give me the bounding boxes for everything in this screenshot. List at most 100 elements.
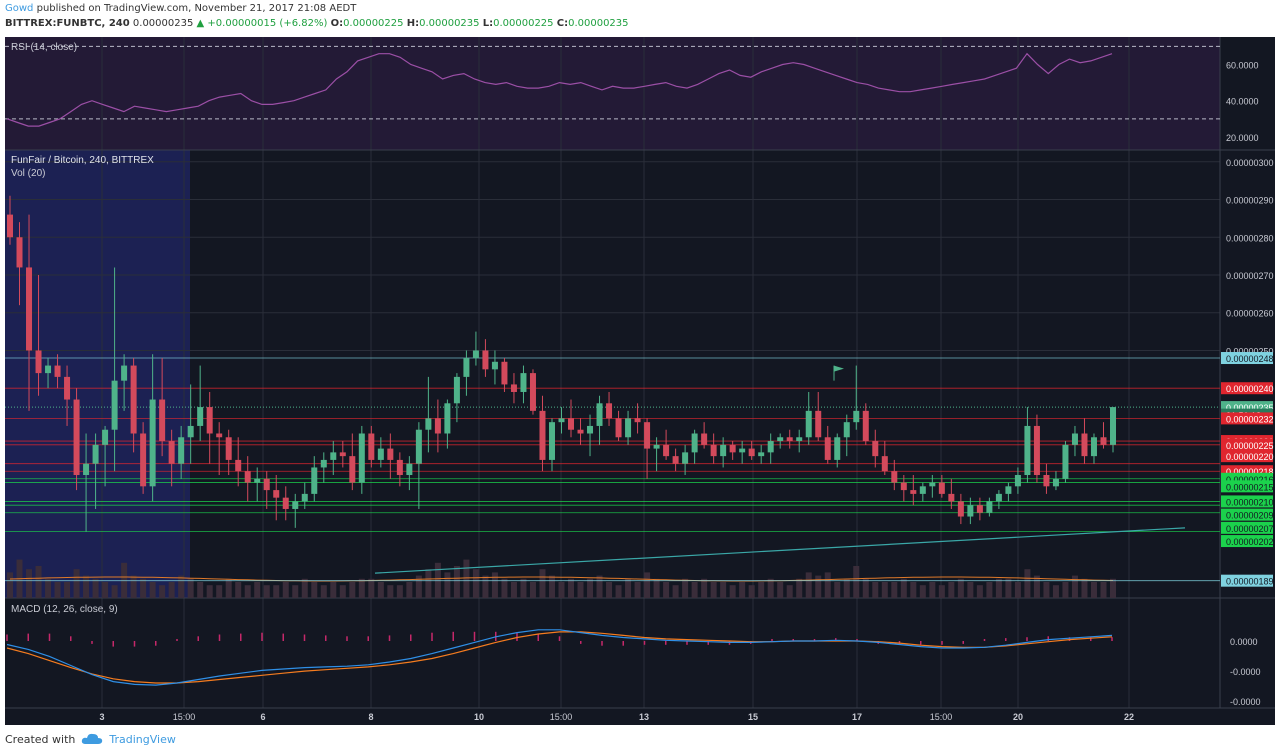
rsi-label: RSI (14, close) <box>11 42 77 53</box>
volume-bar <box>967 582 974 598</box>
volume-bar <box>197 582 204 598</box>
volume-bar <box>919 585 926 598</box>
candle-body <box>35 350 42 374</box>
price-tick-label: 0.00000260 <box>1226 309 1274 319</box>
volume-bar <box>491 572 498 598</box>
candle-body <box>872 441 879 457</box>
created-with-text: Created with <box>5 732 76 746</box>
candle-body <box>805 410 812 438</box>
volume-bar <box>805 572 812 598</box>
price-tag-label: 0.00000216 <box>1226 475 1274 485</box>
price-tag-bg <box>1221 574 1273 587</box>
volume-bar <box>691 582 698 598</box>
candle-body <box>834 437 841 460</box>
candle-body <box>862 410 869 442</box>
candle-body <box>777 437 784 442</box>
macd-line <box>6 629 1113 686</box>
candle-body <box>16 237 23 268</box>
volume-bar <box>311 582 318 598</box>
macd-tick-label: -0.0000 <box>1230 667 1261 677</box>
volume-bar <box>891 582 898 598</box>
chart-area[interactable]: RSI (14, close) 60.0000 40.0000 20.0000 FunF… <box>5 37 1275 725</box>
candle-body <box>415 429 422 464</box>
price-tick-label: 0.00000280 <box>1226 233 1274 243</box>
candle-body <box>529 373 536 411</box>
price-tag-label: 0.00000235 <box>1226 403 1274 413</box>
candle-body <box>140 433 147 487</box>
candle-body <box>1024 425 1031 476</box>
candle-body <box>900 482 907 491</box>
volume-bar <box>520 578 527 598</box>
volume-bar <box>957 578 964 598</box>
volume-bar <box>539 569 546 598</box>
time-tick-label: 6 <box>260 712 265 722</box>
candle-body <box>149 399 156 487</box>
candle-body <box>64 376 71 400</box>
volume-bar <box>815 575 822 598</box>
candle-body <box>349 456 356 483</box>
volume-bar <box>187 578 194 598</box>
volume-bar <box>1014 582 1021 598</box>
volume-bar <box>330 582 337 598</box>
volume-bar <box>396 585 403 598</box>
author-link[interactable]: Gowd <box>5 3 34 14</box>
volume-bar <box>558 582 565 598</box>
candle-body <box>796 437 803 442</box>
candle-body <box>92 444 99 464</box>
time-tick-label: 22 <box>1124 712 1134 722</box>
candle-body <box>577 429 584 434</box>
volume-bar <box>577 582 584 598</box>
volume-bar <box>510 582 517 598</box>
price-tag-bg <box>1221 382 1273 395</box>
candle-body <box>843 422 850 438</box>
candle-body <box>130 365 137 434</box>
price-tag-bg <box>1221 480 1273 493</box>
volume-bar <box>64 582 71 598</box>
candle-body <box>26 267 33 351</box>
footer: Created with TradingView <box>5 729 176 749</box>
candle-body <box>710 444 717 457</box>
volume-bar <box>73 569 80 598</box>
volume-bar <box>568 578 575 598</box>
candle-body <box>225 437 232 460</box>
volume-bar <box>301 578 308 598</box>
volume-bar <box>358 578 365 598</box>
candle-body <box>1110 407 1116 445</box>
volume-bar <box>453 566 460 598</box>
price-tag-label: 0.00000248 <box>1226 354 1274 364</box>
volume-bar <box>263 585 270 598</box>
candle-body <box>539 410 546 460</box>
price-tag-label: 0.00000207 <box>1226 524 1274 534</box>
volume-bar <box>1024 569 1031 598</box>
volume-bar <box>644 572 651 598</box>
candle-body <box>159 399 166 442</box>
time-tick-label: 13 <box>639 712 649 722</box>
candle-body <box>957 501 964 517</box>
volume-bar <box>843 578 850 598</box>
candle-body <box>73 399 80 476</box>
tradingview-link[interactable]: TradingView <box>109 732 176 746</box>
candle-body <box>292 501 299 509</box>
candle-body <box>1100 437 1107 445</box>
volume-bar <box>415 575 422 598</box>
candle-body <box>301 493 308 502</box>
volume-bar <box>1052 585 1059 598</box>
session-highlight <box>5 150 190 598</box>
price-tick-label: 0.00000290 <box>1226 196 1274 206</box>
macd-label: MACD (12, 26, close, 9) <box>11 604 118 615</box>
candle-body <box>121 365 128 381</box>
candle-body <box>377 448 384 460</box>
volume-bar <box>710 582 717 598</box>
price-tag-label: 0.00000240 <box>1226 384 1274 394</box>
volume-bar <box>663 582 670 598</box>
candle-body <box>701 433 708 445</box>
volume-bar <box>1071 575 1078 598</box>
candle-body <box>463 358 470 377</box>
price-tag-label: 0.00000202 <box>1226 537 1274 547</box>
macd-tick-label: -0.0000 <box>1230 697 1261 707</box>
price-tick-label: 0.00000250 <box>1226 346 1274 356</box>
chart-svg[interactable]: RSI (14, close)60.000040.000020.0000FunF… <box>5 37 1275 725</box>
candle-body <box>111 380 118 430</box>
candle-body <box>7 214 13 238</box>
volume-bar <box>929 582 936 598</box>
